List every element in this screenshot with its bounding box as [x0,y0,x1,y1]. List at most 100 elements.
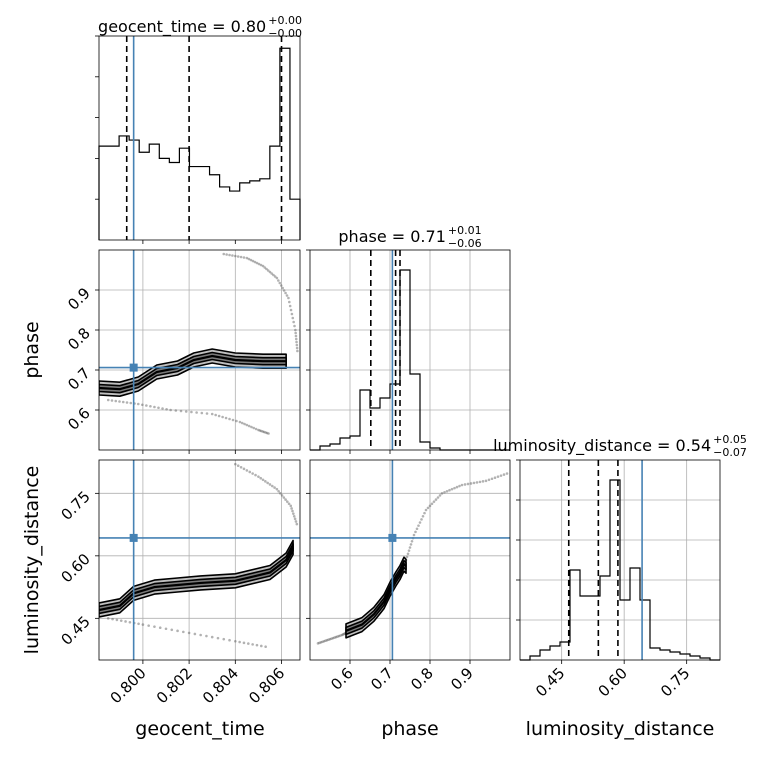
y-label-luminosity-distance: luminosity_distance [21,466,43,655]
sample-point [210,635,214,639]
sample-point [210,412,214,416]
sample-point [291,316,295,320]
sample-point [438,494,442,497]
y-tick-label: 0.75 [57,487,93,523]
sample-point [292,512,295,515]
sample-point [205,412,209,415]
sample-point [290,312,294,316]
sample-point [231,418,235,422]
scatter-lumdist-phase: 0.6 0.7 0.8 0.9 [306,459,511,694]
sample-point [292,320,295,324]
sample-point [412,533,416,537]
sample-point [440,492,444,495]
sample-point [153,405,156,409]
sample-point [265,267,268,271]
sample-point [255,643,259,647]
sample-point [128,620,132,624]
contour-core [99,546,295,612]
sample-point [333,636,336,639]
sample-point [216,636,220,640]
sample-point [238,640,241,644]
contour-inner [345,559,407,636]
x-label-geocent-time: geocent_time [135,718,264,740]
contour-outer [99,539,294,618]
sample-point [114,399,118,403]
contour-core [99,354,287,391]
sample-point [111,617,114,621]
sample-point [235,419,238,423]
sample-point [195,411,198,414]
sample-point [250,425,253,429]
sample-point [205,634,208,638]
sample-point [496,475,500,478]
sample-point [245,469,249,472]
sample-point [426,506,430,510]
sample-point [242,641,246,645]
sample-point [169,408,172,412]
sample-point [228,638,231,642]
sample-point [321,640,324,644]
sample-point [294,328,297,332]
sample-point [266,481,269,485]
sample-point [224,416,228,420]
sample-point [141,623,145,626]
sample-point [179,409,183,413]
sample-point [330,637,333,640]
sample-point [432,500,436,503]
sample-point [149,404,152,408]
sample-point [278,281,282,285]
sample-point [421,514,425,518]
sample-point [158,626,162,630]
sample-point [129,401,133,405]
sample-point [221,415,224,419]
sample-point [247,257,251,261]
sample-point [410,539,414,543]
x-tick-label: 0.800 [107,664,150,707]
sample-point [257,262,261,266]
sample-point [124,620,127,623]
x-label-phase: phase [381,718,438,740]
sample-point [245,423,249,427]
sample-point [469,482,473,485]
sample-point [268,483,272,486]
sample-point [423,511,426,515]
sample-point [290,507,293,510]
sample-point [417,524,420,527]
truth-marker [129,363,138,372]
sample-point [247,424,251,428]
title-sup: +0.00 [268,14,302,27]
sample-point [251,643,254,646]
sample-point [472,481,476,485]
sample-point [242,256,246,259]
sample-point [265,431,269,435]
sample-point [176,629,179,633]
sample-point [289,504,293,508]
sample-point [331,636,335,640]
sample-point [267,432,270,435]
sample-point [258,429,262,432]
sample-point [187,631,191,635]
title-sup: +0.01 [448,224,482,237]
y-tick-label: 0.60 [57,550,93,586]
sample-point [293,517,297,521]
x-tick-label: 0.60 [595,664,631,700]
axes-frame [98,459,301,661]
scatter-lumdist-geocent: 0.800 0.802 0.804 0.806 0.45 0.60 0.75 [57,459,301,707]
plot-area [99,460,300,660]
axes-frame [309,459,511,661]
sample-point [253,260,257,264]
sample-point [475,481,479,484]
sample-point [296,349,299,353]
sample-point [285,500,289,503]
sample-point [434,498,438,501]
sample-point [263,266,267,269]
sample-point [414,530,417,534]
x-tick-label: 0.802 [153,664,196,707]
sample-point [295,340,298,344]
sample-point [190,410,193,414]
x-tick-label: 0.8 [407,664,437,694]
sample-point [292,514,296,518]
y-label-phase: phase [21,321,43,378]
sample-point [285,294,289,297]
